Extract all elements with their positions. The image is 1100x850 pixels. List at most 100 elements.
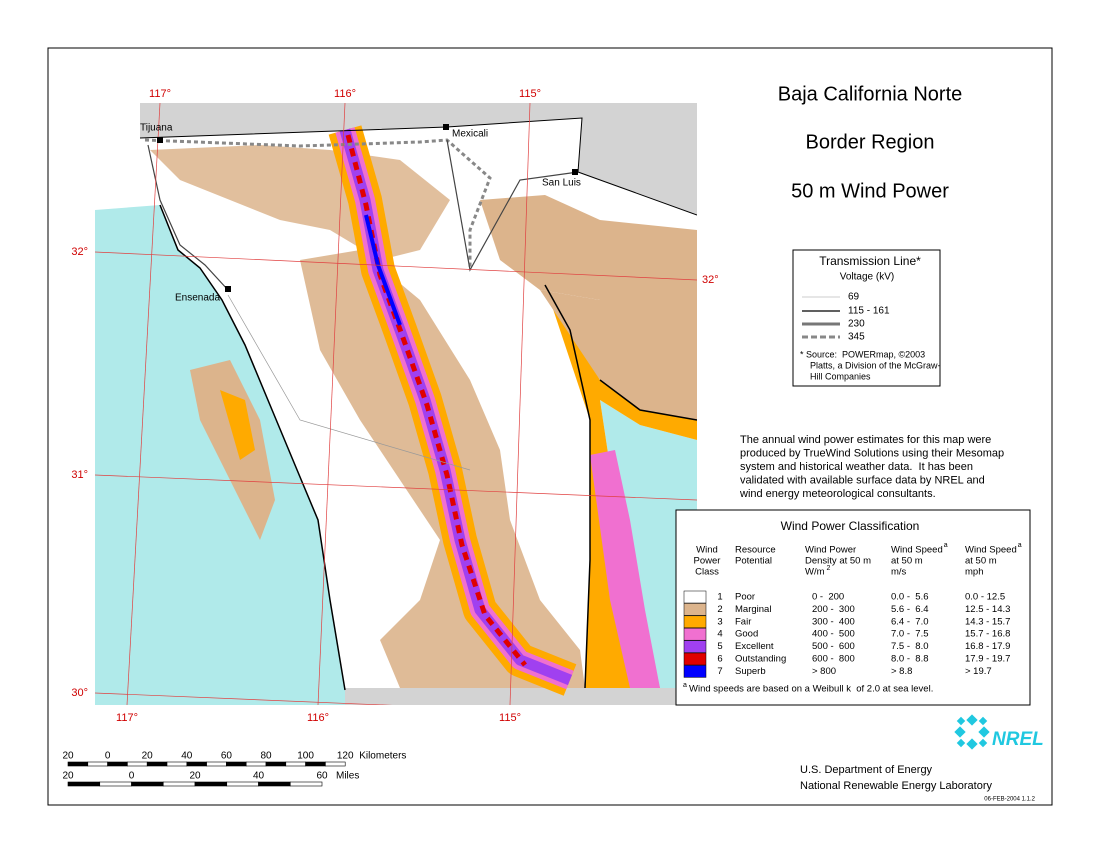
logo-diamond — [978, 738, 988, 748]
legend-box — [792, 249, 941, 387]
description-line: validated with available surface data by… — [740, 474, 985, 486]
legend-source: Hill Companies — [810, 371, 871, 381]
scale-segment — [162, 781, 196, 787]
class-swatch — [683, 640, 707, 653]
table-cell: 7.0 - 7.5 — [891, 629, 929, 640]
legend-label: 115 - 161 — [848, 306, 890, 317]
meridian — [509, 103, 531, 705]
map-code: 06-FEB-2004 1.1.2 — [984, 797, 1035, 803]
graticule — [95, 103, 697, 705]
table-box — [675, 509, 1031, 706]
legend-title: Transmission Line* — [819, 254, 921, 268]
logo-diamond — [966, 714, 978, 726]
longitude-label: 115° — [499, 712, 521, 724]
description-line: The annual wind power estimates for this… — [740, 434, 991, 446]
table-cell: 300 - 400 — [812, 616, 855, 627]
tan-east — [540, 290, 697, 420]
scale-segment — [87, 761, 108, 767]
table-header: Wind — [696, 545, 718, 556]
description-line: wind energy meteorological consultants. — [739, 488, 936, 500]
scale-segment — [265, 761, 287, 767]
logo-icon — [954, 714, 990, 750]
city-marker — [225, 286, 231, 292]
superscript: 2 — [827, 565, 831, 572]
table-cell: Fair — [735, 616, 751, 627]
scale-unit: Miles — [336, 771, 359, 782]
line-69 — [227, 294, 471, 471]
table-cell: 600 - 800 — [812, 654, 855, 665]
class-swatch — [683, 603, 707, 616]
table-cell: Marginal — [735, 604, 771, 615]
page-border — [47, 47, 1053, 806]
scale-unit: Kilometers — [359, 751, 406, 762]
scale-segment — [67, 781, 101, 787]
table-header: m/s — [891, 567, 907, 578]
city-marker — [443, 124, 449, 130]
parallel — [95, 692, 393, 705]
table-cell: 7.5 - 8.0 — [891, 641, 929, 652]
scale-segment — [289, 781, 323, 787]
superscript: a — [683, 682, 687, 689]
scale-label: 20 — [62, 771, 74, 782]
tan-coast — [190, 360, 275, 540]
table-header: Power — [694, 556, 721, 567]
table-cell: 14.3 - 15.7 — [965, 616, 1010, 627]
table-cell: 5 — [717, 641, 722, 652]
meridian — [126, 103, 161, 705]
table-cell: 7 — [717, 666, 722, 677]
city-label: Mexicali — [452, 129, 488, 140]
scale-segment — [226, 761, 247, 767]
table-cell: 16.8 - 17.9 — [965, 641, 1010, 652]
table-cell: > 8.8 — [891, 666, 912, 677]
latitude-label: 32° — [71, 246, 88, 258]
scale-label: 0 — [105, 751, 111, 762]
table-header: W/m — [805, 567, 825, 578]
class-swatch — [683, 665, 707, 678]
logo-diamond — [954, 726, 966, 738]
table-cell: > 19.7 — [965, 666, 992, 677]
city-marker — [157, 137, 163, 143]
pacific-ocean — [95, 205, 697, 705]
description: The annual wind power estimates for this… — [739, 434, 1004, 500]
line-161 — [446, 139, 579, 272]
longitude-label: 116° — [307, 712, 329, 724]
scale-segment — [107, 761, 128, 767]
table-cell: 1 — [717, 592, 722, 603]
table-header: Wind Power — [805, 545, 856, 556]
red-spine — [345, 134, 527, 667]
scale-label: 60 — [316, 771, 328, 782]
title-line: 50 m Wind Power — [791, 180, 949, 202]
table-title: Wind Power Classification — [781, 519, 920, 533]
orange-coast — [220, 390, 255, 460]
logo-diamond — [978, 726, 990, 738]
table-cell: 12.5 - 14.3 — [965, 604, 1010, 615]
parallel — [95, 474, 697, 501]
class-swatch — [683, 627, 707, 641]
table-cell: Excellent — [735, 641, 774, 652]
longitude-label: 117° — [116, 712, 138, 724]
legend-label: 230 — [848, 319, 865, 330]
scale-label: 40 — [253, 771, 265, 782]
scale-segment — [131, 781, 164, 787]
longitude-label: 116° — [334, 88, 356, 100]
map-labels: Tijuana Mexicali San Luis Ensenada 117° … — [71, 88, 718, 724]
scale-label: 20 — [189, 771, 201, 782]
city-label: San Luis — [542, 178, 581, 189]
south-area — [345, 688, 697, 705]
scale-segment — [166, 761, 188, 767]
latitude-label: 30° — [71, 687, 88, 699]
city-label: Tijuana — [140, 123, 173, 134]
table-header: Density at 50 m — [805, 556, 871, 567]
scale-label: 0 — [129, 771, 135, 782]
table-cell: Poor — [735, 592, 755, 603]
table-cell: 3 — [717, 616, 722, 627]
classification-table: Wind Power Classification WindPowerClass… — [675, 509, 1031, 706]
description-line: produced by TrueWind Solutions using the… — [740, 447, 1004, 459]
scale-label: 120 — [337, 751, 354, 762]
scale-segment — [226, 781, 259, 787]
nrel-logo: NREL — [954, 714, 1044, 750]
table-cell: 6 — [717, 654, 722, 665]
table-header: Potential — [735, 556, 772, 567]
scale-segment — [206, 761, 227, 767]
